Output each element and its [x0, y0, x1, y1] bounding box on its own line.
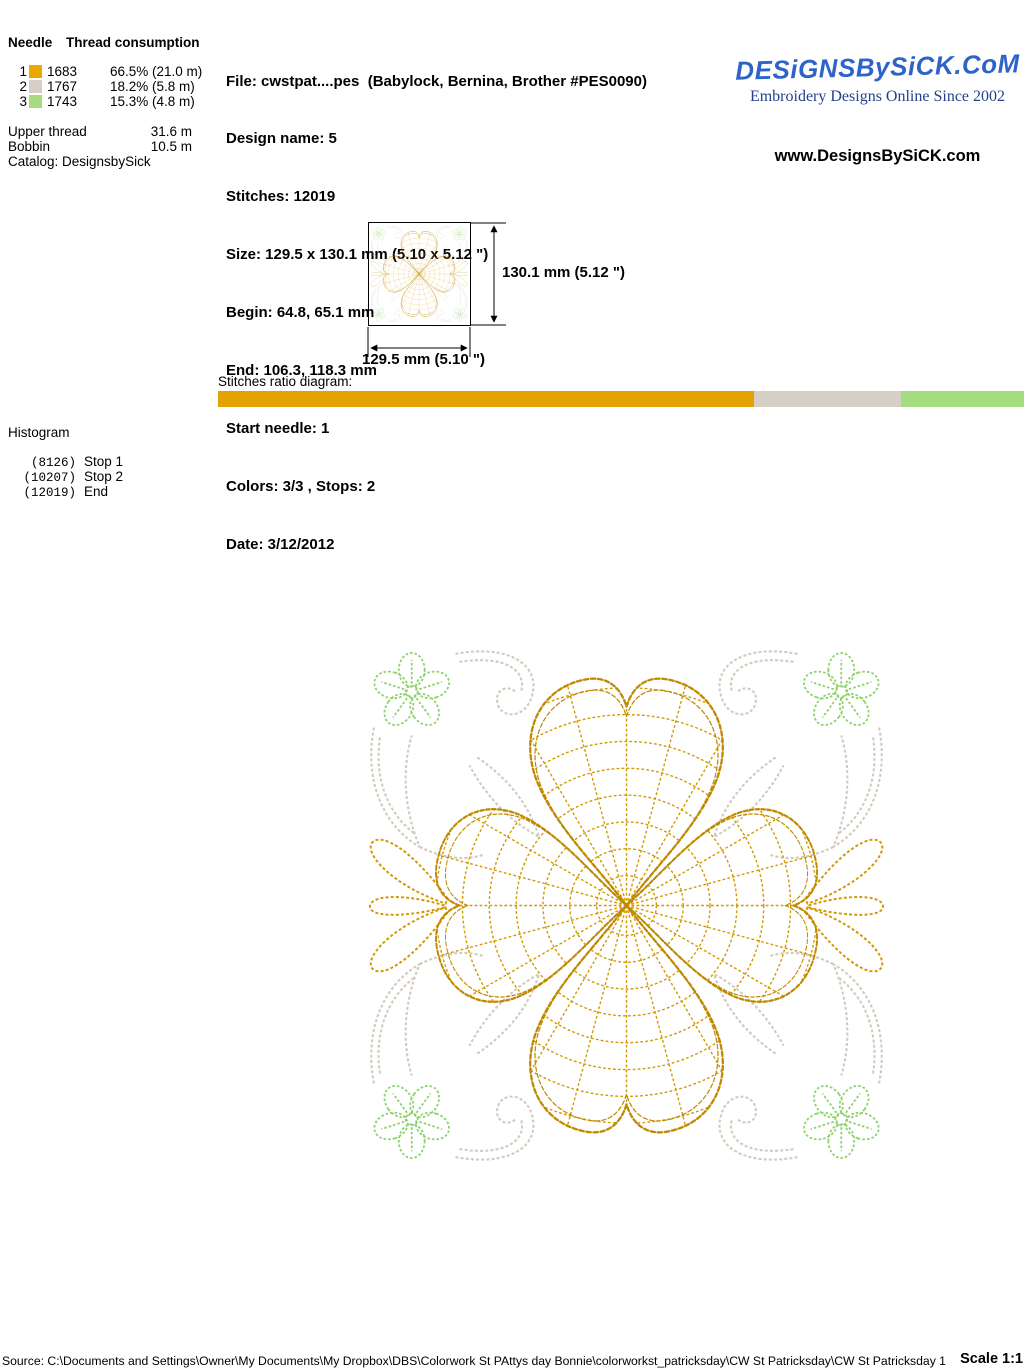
file-line: File: cwstpat....pes (Babylock, Bernina,…: [226, 72, 647, 90]
stitch-count: (12019): [23, 486, 76, 500]
histogram-row: (12019) End: [8, 484, 108, 500]
thread-consumption-header: Thread consumption: [66, 35, 200, 50]
stitch-count: (8126): [30, 456, 76, 470]
stitch-count: (10207): [23, 471, 76, 485]
histogram-title: Histogram: [8, 425, 70, 440]
thread-code: 1767: [47, 78, 78, 94]
catalog-label: Catalog: DesignsbySick: [8, 154, 151, 169]
thread-code: 1743: [47, 93, 78, 109]
needle-number: 2: [19, 78, 27, 94]
design-thumbnail-box: [368, 222, 471, 326]
gold-side-tuft: [368, 838, 449, 973]
stitches-ratio-bar: [218, 391, 1024, 407]
needle-row-3: 3 1743 15.3% (4.8 m): [14, 93, 195, 109]
scale-label: Scale 1:1: [960, 1351, 1023, 1367]
thread-color-swatch: [29, 79, 42, 93]
source-path: Source: C:\Documents and Settings\Owner\…: [2, 1354, 946, 1368]
end-label: End: [84, 484, 109, 499]
tan-scroll-leaves: [370, 650, 541, 860]
thread-color-swatch: [29, 64, 42, 78]
colors-stops-line: Colors: 3/3 , Stops: 2: [226, 477, 376, 495]
ratio-segment-green: [900, 391, 1024, 407]
thread-consumption-value: 66.5% (21.0 m): [110, 63, 203, 79]
ratio-segment-gold: [218, 391, 754, 407]
histogram-row: (8126) Stop 1: [8, 454, 123, 470]
file-info-block: File: cwstpat....pes (Babylock, Bernina,…: [226, 33, 647, 593]
thread-color-swatch: [29, 94, 42, 108]
end-line: End: 106.3, 118.3 mm: [226, 362, 377, 380]
design-name-line: Design name: 5: [226, 130, 337, 148]
thread-consumption-value: 18.2% (5.8 m): [110, 78, 195, 94]
thread-consumption-value: 15.3% (4.8 m): [110, 93, 195, 109]
bobbin-label: Bobbin: [8, 139, 51, 154]
histogram-row: (10207) Stop 2: [8, 469, 123, 485]
needle-row-1: 1 1683 66.5% (21.0 m): [14, 63, 203, 79]
stop-label: Stop 1: [84, 454, 124, 469]
date-line: Date: 3/12/2012: [226, 535, 335, 553]
stop-label: Stop 2: [84, 469, 124, 484]
start-needle-line: Start needle: 1: [226, 419, 330, 437]
needle-number: 3: [19, 93, 27, 109]
begin-line: Begin: 64.8, 65.1 mm: [226, 304, 375, 322]
ratio-segment-gray: [753, 391, 901, 407]
dimension-callout-lines: [367, 222, 506, 357]
size-line: Size: 129.5 x 130.1 mm (5.10 x 5.12 "): [226, 246, 489, 264]
logo-tagline: Embroidery Designs Online Since 2002: [749, 88, 1006, 105]
stitches-ratio-label: Stitches ratio diagram:: [218, 374, 353, 389]
design-preview-large: [368, 650, 885, 1161]
needle-column-header: Needle: [8, 35, 53, 50]
designsbysick-logo: DESiGNSBySiCK.CoM: [734, 48, 1021, 86]
needle-number: 1: [19, 63, 27, 79]
upper-thread-label: Upper thread: [8, 124, 87, 139]
website-url: www.DesignsBySiCK.com: [774, 147, 981, 165]
green-corner-flower: [373, 652, 450, 726]
width-dimension-label: 129.5 mm (5.10 "): [362, 351, 486, 368]
upper-thread-value: 31.6 m: [150, 124, 192, 139]
thread-code: 1683: [47, 63, 78, 79]
bobbin-value: 10.5 m: [150, 139, 192, 154]
clover-leaf-outlines: [434, 677, 819, 1134]
height-dimension-label: 130.1 mm (5.12 "): [502, 264, 626, 281]
stitches-line: Stitches: 12019: [226, 188, 336, 206]
needle-row-2: 2 1767 18.2% (5.8 m): [14, 78, 195, 94]
